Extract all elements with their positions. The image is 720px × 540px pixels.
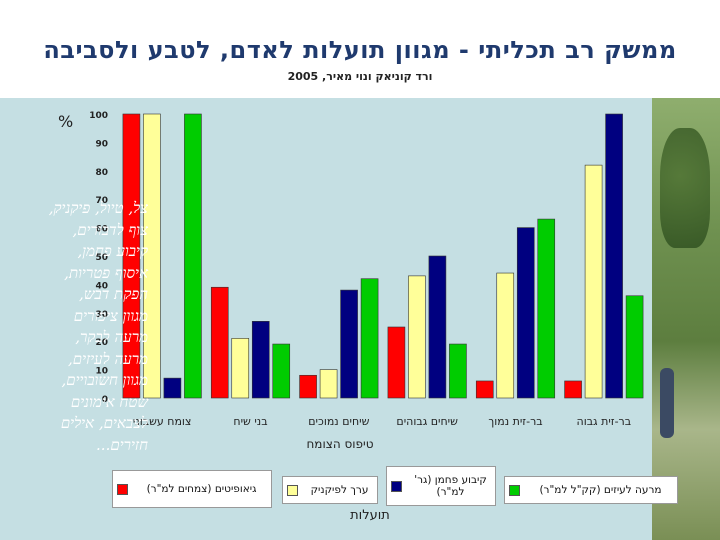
bar-4-2 (272, 343, 291, 399)
overlay-line: הפקת דבש, (79, 285, 148, 303)
y-tick-label: 70 (95, 196, 108, 206)
bar-4-5 (537, 218, 556, 399)
legend-label: קיבוע פחמן (גר' למ"ר) (414, 474, 487, 498)
overlay-line: צל, טיול, פיקניק, (48, 199, 148, 217)
bar-3-3 (340, 289, 358, 399)
overlay-line: קיבוע פחמן, (77, 242, 148, 260)
y-axis-unit: % (58, 112, 74, 131)
x-tick-label: שיחים גבוהים (396, 415, 458, 428)
x-tick-label: שיחים נמוכים (308, 415, 369, 428)
overlay-line: מרעה לעיזים, (68, 349, 148, 368)
bar-4-1 (184, 113, 202, 399)
slide-subtitle: ורד קוניאק ונוי מאיר, 2005 (287, 70, 433, 83)
bar-3-5 (516, 227, 535, 399)
bar-2-2 (231, 338, 250, 399)
bar-4-4 (449, 343, 467, 399)
y-tick-label: 90 (95, 139, 108, 149)
y-tick-label: 50 (95, 253, 108, 263)
overlay-line: איסוף פטריות, (64, 263, 148, 282)
legend-swatch (391, 480, 402, 492)
overlay-line: שטח אימונים לצבאים, אילים (60, 392, 148, 433)
bar-1-5 (475, 380, 494, 399)
overlay-line: מגוון ציפורים (73, 306, 148, 325)
bar-4-6 (625, 295, 644, 399)
legend-item-1: גיאופיטים (צמחים למ"ר) (112, 470, 272, 508)
bar-1-6 (564, 380, 582, 399)
legend-label: ערך לפיקניק (310, 484, 369, 496)
legend-item-2: ערך לפיקניק (282, 476, 378, 504)
bar-2-3 (319, 369, 338, 399)
x-axis-title: טיפוס הצומח (306, 437, 373, 451)
slide-title: ממשק רב תכליתי - מגוון תועלות לאדם, לטבע… (43, 36, 677, 64)
legend-label: מרעה לעיזים (קק"ל למ"ר) (539, 484, 662, 496)
y-tick-label: 40 (95, 281, 108, 291)
bar-1-2 (210, 286, 229, 399)
bar-3-4 (428, 255, 447, 399)
legend-swatch (117, 483, 128, 495)
bar-2-6 (584, 164, 603, 399)
bar-2-4 (408, 275, 426, 399)
x-tick-label: בר-זית גבוה (577, 415, 632, 428)
x-tick-label: בני שיח (233, 415, 267, 428)
benefits-text-overlay: צל, טיול, פיקניק, צוף לדבורים, קיבוע פחמן,… (18, 198, 148, 456)
y-tick-label: 0 (102, 395, 108, 405)
legend-label: גיאופיטים (צמחים למ"ר) (146, 483, 257, 495)
tree-image (660, 128, 710, 248)
y-tick-label: 100 (89, 111, 108, 121)
legend-swatch (287, 484, 298, 496)
bar-4-3 (360, 278, 379, 399)
bar-3-2 (251, 321, 270, 399)
x-tick-label: בר-זית נמוך (488, 415, 542, 428)
person-image (660, 368, 674, 438)
legend-swatch (509, 484, 520, 496)
legend-item-4: מרעה לעיזים (קק"ל למ"ר) (504, 476, 678, 504)
overlay-line: מרעה לבקר, (75, 328, 148, 346)
x-tick-label: צומח עשבוני (133, 415, 192, 428)
bar-2-1 (143, 113, 161, 399)
legend-item-3: קיבוע פחמן (גר' למ"ר) (386, 466, 496, 506)
bar-3-6 (605, 113, 623, 399)
overlay-line: מגוון חשובויים, (61, 371, 148, 389)
y-tick-label: 80 (95, 168, 108, 178)
bar-1-4 (387, 326, 406, 399)
y-tick-label: 10 (95, 367, 108, 377)
y-tick-label: 60 (95, 225, 108, 235)
bar-2-5 (496, 272, 515, 399)
bar-3-1 (163, 377, 182, 399)
overlay-line: חזירים... (96, 435, 148, 454)
bar-1-1 (122, 113, 141, 399)
y-tick-label: 20 (95, 338, 108, 348)
bar-1-3 (299, 374, 317, 399)
y-tick-label: 30 (95, 310, 108, 320)
landscape-photo (652, 98, 720, 540)
legend-title: תועלות (350, 508, 390, 523)
overlay-line: צוף לדבורים, (72, 220, 149, 239)
